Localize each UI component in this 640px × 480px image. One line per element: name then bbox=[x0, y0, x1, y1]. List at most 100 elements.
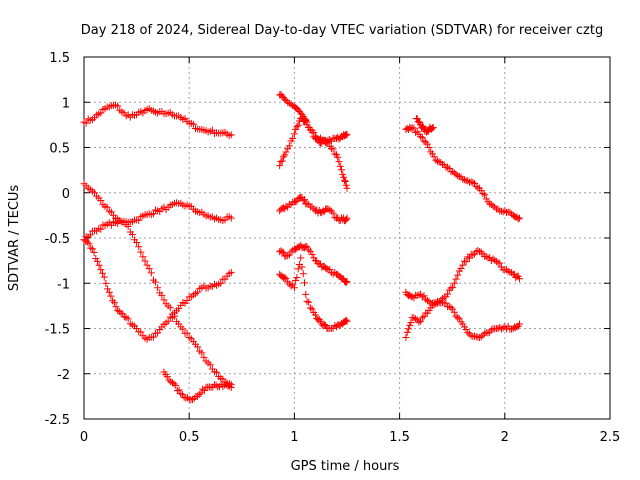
data-point-sat-4 bbox=[95, 261, 103, 269]
data-point-sat-10 bbox=[303, 297, 311, 305]
data-point-sat-4 bbox=[149, 333, 157, 341]
data-point-sat-7 bbox=[342, 130, 350, 138]
y-tick-label: 1.5 bbox=[49, 51, 70, 66]
data-point-sat-13 bbox=[459, 320, 467, 328]
data-point-sat-10 bbox=[315, 315, 323, 323]
data-point-sat-7 bbox=[290, 130, 298, 138]
data-point-sat-8 bbox=[303, 200, 311, 208]
y-axis-title: SDTVAR / TECUs bbox=[7, 185, 22, 292]
data-point-sat-12 bbox=[413, 292, 421, 300]
data-point-sat-3 bbox=[107, 221, 115, 229]
data-point-sat-2 bbox=[147, 269, 155, 277]
data-point-sat-1 bbox=[227, 131, 235, 139]
data-point-sat-9 bbox=[285, 251, 293, 259]
data-point-sat-6 bbox=[281, 95, 289, 103]
data-point-sat-6 bbox=[335, 158, 343, 166]
data-point-sat-11 bbox=[430, 153, 438, 161]
data-point-sat-13 bbox=[447, 304, 455, 312]
data-point-sat-11 bbox=[489, 202, 497, 210]
data-point-sat-5 bbox=[207, 383, 215, 391]
data-point-sat-12 bbox=[408, 293, 416, 301]
data-point-sat-7 bbox=[278, 157, 286, 165]
data-point-sat-4 bbox=[168, 314, 176, 322]
data-point-sat-9 bbox=[278, 248, 286, 256]
data-point-sat-11 bbox=[450, 169, 458, 177]
data-point-sat-13 bbox=[464, 329, 472, 337]
data-point-sat-11 bbox=[423, 140, 431, 148]
data-point-sat-6 bbox=[338, 166, 346, 174]
data-point-sat-8 bbox=[326, 206, 334, 214]
data-point-sat-1 bbox=[82, 119, 90, 127]
data-point-sat-2 bbox=[135, 243, 143, 251]
data-point-sat-11 bbox=[481, 191, 489, 199]
data-point-sat-3 bbox=[86, 231, 94, 239]
data-point-sat-5 bbox=[177, 390, 185, 398]
data-point-sat-12 bbox=[454, 271, 462, 279]
data-point-sat-8 bbox=[342, 215, 350, 223]
data-point-sat-10 bbox=[320, 320, 328, 328]
data-point-sat-4 bbox=[217, 279, 225, 287]
x-tick-label: 1 bbox=[290, 430, 298, 445]
data-point-sat-9 bbox=[306, 247, 314, 255]
data-point-sat-7 bbox=[324, 136, 332, 144]
data-point-sat-8 bbox=[300, 196, 308, 204]
data-point-sat-2 bbox=[166, 304, 174, 312]
data-point-sat-6 bbox=[341, 177, 349, 185]
data-point-sat-4 bbox=[110, 299, 118, 307]
data-point-sat-4 bbox=[120, 313, 128, 321]
data-point-sat-9 bbox=[342, 278, 350, 286]
data-point-sat-13 bbox=[504, 322, 512, 330]
data-point-sat-12 bbox=[417, 290, 425, 298]
data-point-sat-11 bbox=[425, 144, 433, 151]
data-point-sat-13 bbox=[442, 299, 450, 307]
data-point-sat-13 bbox=[487, 326, 495, 334]
data-point-sat-13 bbox=[423, 309, 431, 317]
data-point-sat-12 bbox=[457, 264, 465, 272]
data-point-sat-11 bbox=[514, 215, 522, 223]
data-point-sat-12 bbox=[504, 267, 512, 275]
data-point-sat-11 bbox=[428, 150, 436, 158]
data-point-sat-4 bbox=[93, 257, 101, 265]
axis-ticks: 0 0.5 1 1.5 2 2.5 1.5 1 0.5 0 -0.5 -1 -1.5 -2 -2.5 bbox=[45, 51, 621, 445]
data-point-sat-13 bbox=[433, 297, 441, 305]
data-point-sat-2 bbox=[103, 203, 111, 211]
data-point-sat-13 bbox=[449, 305, 457, 313]
data-point-sat-4 bbox=[105, 288, 113, 296]
data-point-sat-4 bbox=[117, 309, 125, 317]
data-point-sat-13 bbox=[404, 325, 412, 333]
data-point-sat-6 bbox=[282, 96, 290, 104]
data-point-sat-12 bbox=[420, 292, 428, 300]
data-point-sat-10 bbox=[299, 270, 307, 278]
data-point-sat-10 bbox=[342, 316, 350, 324]
y-tick-label: -1 bbox=[57, 277, 70, 292]
y-tick-label: -1.5 bbox=[45, 323, 70, 338]
data-point-sat-10 bbox=[300, 279, 308, 287]
x-tick-label: 0 bbox=[80, 430, 88, 445]
data-point-sat-6 bbox=[331, 150, 339, 158]
data-point-sat-12 bbox=[425, 297, 433, 305]
data-point-sat-7 bbox=[281, 151, 289, 159]
data-point-sat-7 bbox=[289, 135, 297, 143]
data-point-sat-2 bbox=[183, 329, 191, 337]
data-point-sat-12 bbox=[449, 283, 457, 291]
data-point-sat-4 bbox=[102, 279, 110, 287]
data-point-sat-11 bbox=[418, 134, 426, 142]
data-point-sat-7 bbox=[303, 118, 311, 126]
data-point-sat-2 bbox=[154, 284, 162, 292]
data-point-sat-4 bbox=[88, 245, 96, 253]
data-point-sat-5 bbox=[173, 387, 181, 395]
data-point-sat-5 bbox=[189, 396, 197, 404]
data-point-sat-13 bbox=[484, 329, 492, 337]
data-point-sat-7 bbox=[343, 131, 351, 139]
data-point-sat-10 bbox=[289, 281, 297, 289]
data-point-sat-4 bbox=[100, 273, 108, 281]
data-point-sat-14 bbox=[429, 124, 437, 132]
data-point-sat-6 bbox=[343, 184, 351, 192]
data-point-sat-4 bbox=[119, 310, 127, 318]
y-tick-label: -2.5 bbox=[45, 413, 70, 428]
data-point-sat-4 bbox=[87, 244, 95, 252]
data-point-sat-11 bbox=[467, 178, 475, 186]
data-point-sat-7 bbox=[314, 135, 322, 143]
data-point-sat-5 bbox=[190, 394, 198, 402]
